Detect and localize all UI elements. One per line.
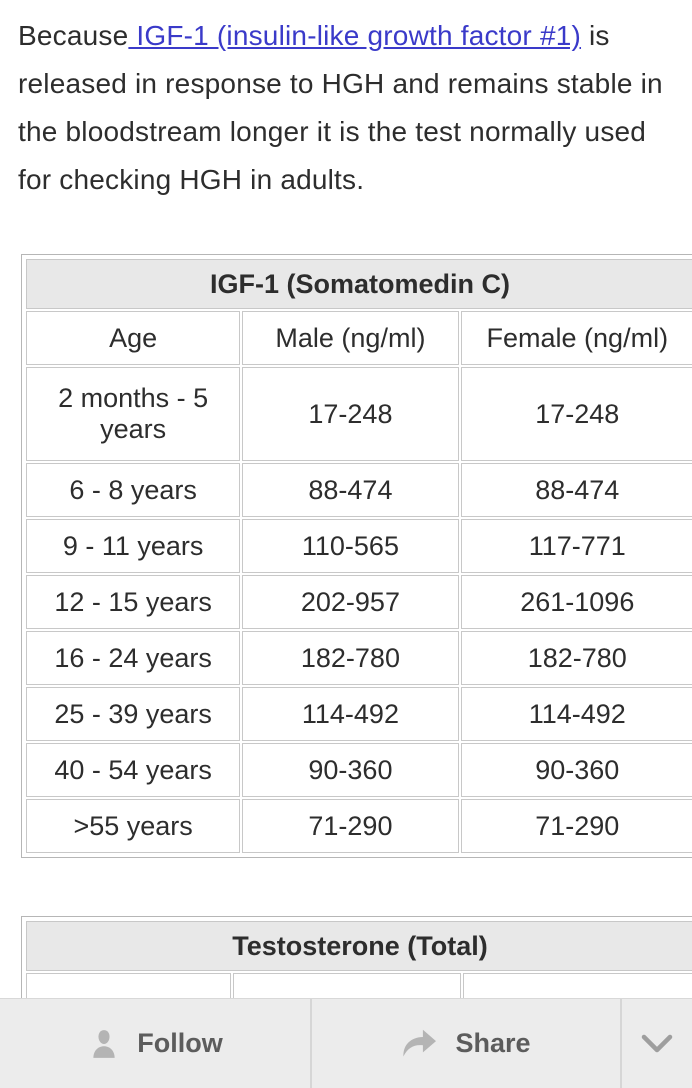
share-label: Share [455,1028,531,1058]
age-cell: 16 - 24 years [26,631,241,685]
expand-button[interactable] [620,999,692,1088]
column-header-female: Female (ng/ml) [460,311,692,365]
female-value-cell: 71-290 [460,799,692,853]
age-cell: 6 - 8 years [26,463,241,517]
bottom-action-bar: Follow Share [0,998,692,1088]
age-cell: 40 - 54 years [26,743,241,797]
female-value-cell: 114-492 [460,687,692,741]
age-cell: 12 - 15 years [26,575,241,629]
testosterone-table-title: Testosterone (Total) [26,921,692,971]
table-row: 40 - 54 years 90-360 90-360 [26,743,692,797]
intro-paragraph: Because IGF-1 (insulin-like growth facto… [0,0,692,204]
age-cell: 2 months - 5 years [26,367,241,461]
male-value-cell: 114-492 [242,687,459,741]
male-value-cell: 88-474 [242,463,459,517]
paragraph-text-after-link: is released in response to HGH and remai… [18,20,663,195]
table-row: 6 - 8 years 88-474 88-474 [26,463,692,517]
table-row: 16 - 24 years 182-780 182-780 [26,631,692,685]
male-value-cell: 202-957 [242,575,459,629]
table-row: 9 - 11 years 110-565 117-771 [26,519,692,573]
igf1-table-title-row: IGF-1 (Somatomedin C) [26,259,692,309]
follow-button[interactable]: Follow [0,999,310,1088]
female-value-cell: 17-248 [460,367,692,461]
female-value-cell: 88-474 [460,463,692,517]
male-value-cell: 90-360 [242,743,459,797]
table-row: 25 - 39 years 114-492 114-492 [26,687,692,741]
table-row: 12 - 15 years 202-957 261-1096 [26,575,692,629]
age-cell: 25 - 39 years [26,687,241,741]
share-arrow-icon [401,1028,439,1060]
igf1-link[interactable]: IGF-1 (insulin-like growth factor #1) [128,20,582,51]
female-value-cell: 182-780 [460,631,692,685]
age-cell: 9 - 11 years [26,519,241,573]
chevron-down-icon [639,1032,675,1056]
female-value-cell: 90-360 [460,743,692,797]
share-button[interactable]: Share [310,999,620,1088]
column-header-age: Age [26,311,241,365]
male-value-cell: 110-565 [242,519,459,573]
igf1-table-title: IGF-1 (Somatomedin C) [26,259,692,309]
male-value-cell: 17-248 [242,367,459,461]
female-value-cell: 261-1096 [460,575,692,629]
male-value-cell: 71-290 [242,799,459,853]
column-header-male: Male (ng/ml) [242,311,459,365]
follow-label: Follow [137,1028,223,1058]
age-cell: >55 years [26,799,241,853]
male-value-cell: 182-780 [242,631,459,685]
table-row: >55 years 71-290 71-290 [26,799,692,853]
igf1-table: IGF-1 (Somatomedin C) Age Male (ng/ml) F… [21,254,692,858]
female-value-cell: 117-771 [460,519,692,573]
igf1-table-header-row: Age Male (ng/ml) Female (ng/ml) [26,311,692,365]
table-row: 2 months - 5 years 17-248 17-248 [26,367,692,461]
person-icon [87,1027,121,1061]
testosterone-table-title-row: Testosterone (Total) [26,921,692,971]
paragraph-text-before-link: Because [18,20,129,51]
